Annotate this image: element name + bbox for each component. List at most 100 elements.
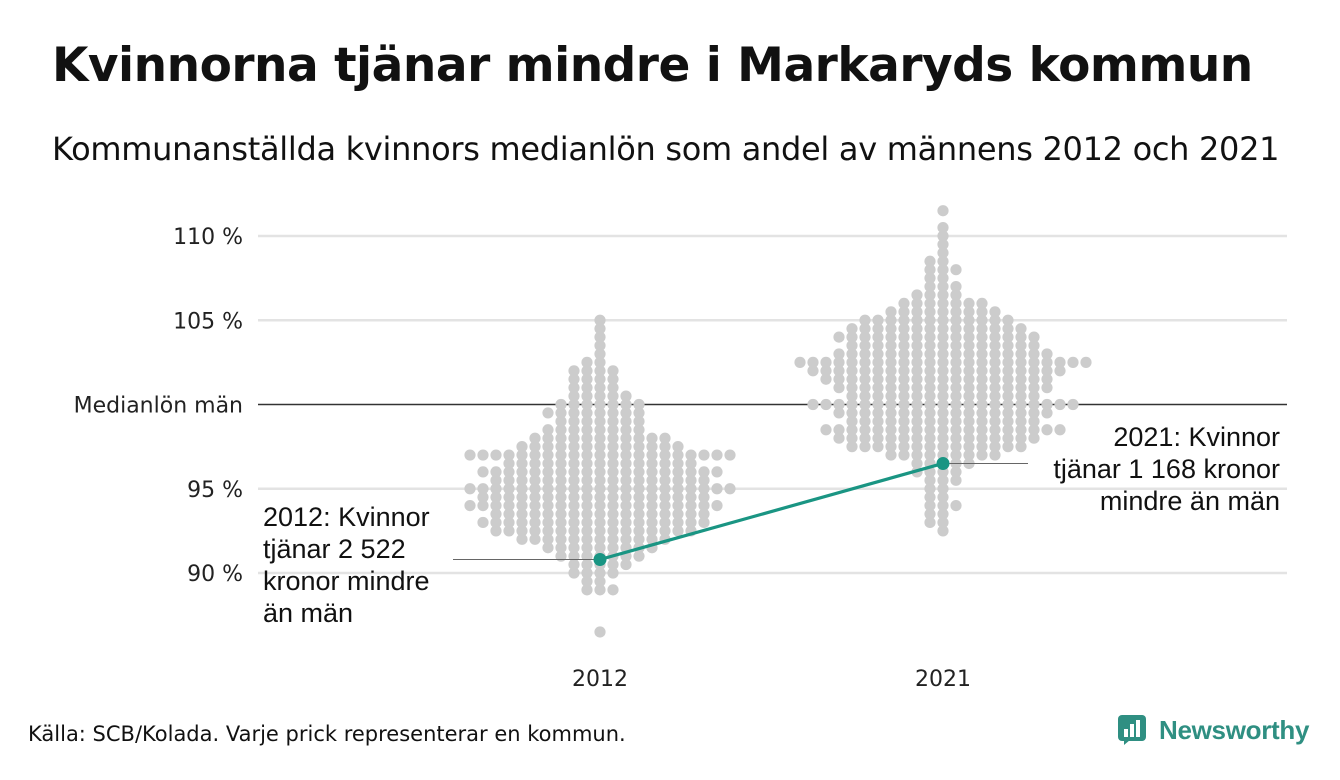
municipality-dot <box>937 398 949 411</box>
municipality-dot <box>646 483 658 495</box>
municipality-dot <box>1002 432 1014 444</box>
municipality-dot <box>937 441 949 453</box>
municipality-dot <box>555 432 567 444</box>
municipality-dot <box>633 483 645 495</box>
municipality-dot <box>924 407 936 419</box>
municipality-dot <box>633 474 645 486</box>
municipality-dot <box>490 508 502 520</box>
municipality-dot <box>568 516 580 529</box>
municipality-dot <box>503 474 515 486</box>
municipality-dot <box>911 348 923 360</box>
municipality-dot <box>937 247 949 259</box>
municipality-dot <box>976 382 988 394</box>
municipality-dot <box>989 407 1001 419</box>
municipality-dot <box>607 567 619 579</box>
municipality-dot <box>833 398 845 411</box>
municipality-dot <box>937 415 949 427</box>
municipality-dot <box>594 584 606 596</box>
municipality-dot <box>833 365 845 377</box>
municipality-dot <box>989 314 1001 326</box>
municipality-dot <box>937 306 949 318</box>
municipality-dot <box>950 398 962 411</box>
municipality-dot <box>963 297 975 309</box>
municipality-dot <box>963 356 975 368</box>
municipality-dot <box>464 449 476 461</box>
municipality-dot <box>859 323 871 335</box>
municipality-dot <box>924 280 936 293</box>
municipality-dot <box>950 314 962 326</box>
municipality-dot <box>503 483 515 495</box>
municipality-dot <box>620 390 632 402</box>
municipality-dot <box>1002 331 1014 343</box>
reference-line-label: Medianlön män <box>74 394 243 419</box>
municipality-dot <box>594 424 606 436</box>
municipality-dot <box>607 500 619 512</box>
municipality-dot <box>859 314 871 326</box>
municipality-dot <box>594 525 606 537</box>
logo-bar <box>1136 720 1140 737</box>
municipality-dot <box>963 441 975 453</box>
municipality-dot <box>1028 424 1040 436</box>
municipality-dot <box>950 474 962 486</box>
municipality-dot <box>1015 356 1027 368</box>
municipality-dot <box>911 415 923 427</box>
municipality-dot <box>963 398 975 411</box>
municipality-dot <box>911 441 923 453</box>
municipality-dot <box>1015 390 1027 402</box>
municipality-dot <box>529 474 541 486</box>
municipality-dot <box>568 382 580 394</box>
municipality-dot <box>833 432 845 444</box>
municipality-dot <box>581 415 593 427</box>
municipality-dot <box>529 516 541 529</box>
highlight-point <box>936 456 950 470</box>
municipality-dot <box>846 323 858 335</box>
municipality-dot <box>685 516 697 529</box>
municipality-dot <box>963 306 975 318</box>
municipality-dot <box>1041 407 1053 419</box>
municipality-dot <box>516 500 528 512</box>
municipality-dot <box>1028 398 1040 411</box>
municipality-dot <box>659 491 671 503</box>
municipality-dot <box>607 483 619 495</box>
municipality-dot <box>976 297 988 309</box>
municipality-dot <box>568 466 580 478</box>
municipality-dot <box>685 500 697 512</box>
municipality-dot <box>937 432 949 444</box>
logo-bar <box>1130 724 1134 737</box>
municipality-dot <box>989 449 1001 461</box>
municipality-dot <box>1054 424 1066 436</box>
municipality-dot <box>568 508 580 520</box>
brand-name: Newsworthy <box>1159 714 1310 745</box>
municipality-dot <box>937 280 949 293</box>
municipality-dot <box>646 508 658 520</box>
municipality-dot <box>937 230 949 242</box>
municipality-dot <box>937 221 949 234</box>
municipality-dot <box>594 567 606 579</box>
municipality-dot <box>924 390 936 402</box>
municipality-dot <box>911 432 923 444</box>
municipality-dot <box>594 483 606 495</box>
municipality-dot <box>976 314 988 326</box>
municipality-dot <box>924 373 936 385</box>
municipality-dot <box>516 457 528 470</box>
municipality-dot <box>937 407 949 419</box>
municipality-dot <box>607 584 619 596</box>
municipality-dot <box>672 457 684 470</box>
municipality-dot <box>937 331 949 343</box>
municipality-dot <box>555 449 567 461</box>
municipality-dot <box>872 415 884 427</box>
municipality-dot <box>898 306 910 318</box>
municipality-dot <box>529 457 541 470</box>
municipality-dot <box>872 407 884 419</box>
highlight-point <box>593 553 607 567</box>
municipality-dot <box>963 390 975 402</box>
municipality-dot <box>1028 432 1040 444</box>
municipality-dot <box>989 398 1001 411</box>
municipality-dot <box>1028 356 1040 368</box>
municipality-dot <box>503 516 515 529</box>
municipality-dot <box>581 457 593 470</box>
municipality-dot <box>581 407 593 419</box>
municipality-dot <box>490 516 502 529</box>
municipality-dot <box>542 483 554 495</box>
municipality-dot <box>924 365 936 377</box>
